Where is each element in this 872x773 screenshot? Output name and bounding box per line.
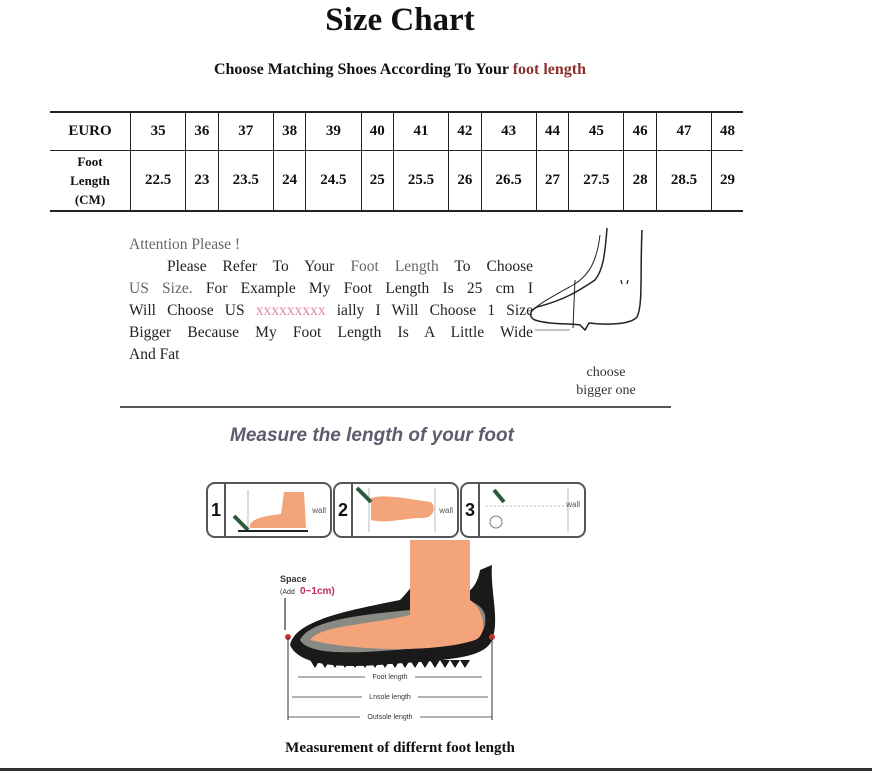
subtitle-highlight: foot length xyxy=(512,61,587,78)
header-line: Length xyxy=(70,173,110,188)
space-add-label: (Add xyxy=(280,589,295,596)
step-number: 3 xyxy=(462,484,480,536)
euro-size-cell: 42 xyxy=(448,112,482,151)
note-text: To Choose xyxy=(438,258,534,275)
foot-side-icon xyxy=(232,490,308,532)
euro-row: EURO 35 36 37 38 39 40 41 42 43 44 45 46 47 48 xyxy=(50,112,743,151)
foot-measurement-diagram: Space (Add 0~1cm) Foot length Lnsole len… xyxy=(280,540,496,721)
euro-size-cell: 45 xyxy=(568,112,625,151)
step-3: 3 wall xyxy=(460,482,586,538)
euro-size-cell: 40 xyxy=(361,112,394,151)
foot-length-cell: 27.5 xyxy=(568,150,625,211)
foot-length-row: Foot Length (CM) 22.5 23 23.5 24 24.5 25 25.5 2… xyxy=(50,150,743,211)
wall-label: wall xyxy=(566,500,580,509)
note-text: For Example My Foot Length Is 25 cm I xyxy=(192,280,533,297)
foot-length-cell: 28.5 xyxy=(656,150,713,211)
bottom-border xyxy=(0,768,872,771)
euro-size-cell: 47 xyxy=(656,112,713,151)
note-text: Bigger Because My Foot Length Is A Littl… xyxy=(129,324,533,341)
note-text: Please Refer To Your xyxy=(167,258,351,275)
euro-size-cell: 37 xyxy=(218,112,274,151)
insole-length-label: Lnsole length xyxy=(369,694,411,701)
step-2: 2 wall xyxy=(333,482,459,538)
outsole-length-label: Outsole length xyxy=(367,714,412,721)
ruler-icon xyxy=(486,488,569,532)
foot-length-cell: 23 xyxy=(185,150,219,211)
foot-length-cell: 25.5 xyxy=(393,150,450,211)
foot-length-cell: 26.5 xyxy=(481,150,537,211)
divider xyxy=(120,406,671,408)
foot-length-cell: 22.5 xyxy=(130,150,187,211)
euro-size-cell: 36 xyxy=(185,112,219,151)
euro-size-cell: 35 xyxy=(130,112,187,151)
euro-size-cell: 39 xyxy=(305,112,362,151)
foot-length-cell: 25 xyxy=(361,150,394,211)
euro-header: EURO xyxy=(50,112,131,151)
euro-size-cell: 41 xyxy=(393,112,450,151)
foot-icon xyxy=(310,540,484,649)
label-line: bigger one xyxy=(576,383,636,398)
foot-length-cell: 27 xyxy=(536,150,570,211)
foot-length-header: Foot Length (CM) xyxy=(50,150,131,211)
size-table: EURO 35 36 37 38 39 40 41 42 43 44 45 46 47 48 Foot L… xyxy=(50,111,743,212)
note-text: And Fat xyxy=(129,346,180,363)
attention-note: Attention Please ! Please Refer To Your … xyxy=(129,234,533,366)
foot-length-cell: 29 xyxy=(720,172,736,188)
foot-sketch-icon xyxy=(529,227,643,332)
euro-size-cell: 46 xyxy=(623,112,657,151)
step-1: 1 wall xyxy=(206,482,332,538)
foot-length-cell: 26 xyxy=(448,150,482,211)
foot-top-icon xyxy=(355,486,436,532)
header-line: Foot xyxy=(77,154,103,169)
page-title: Size Chart xyxy=(325,2,475,38)
note-text: Foot Length xyxy=(350,258,439,275)
euro-size-cell: 43 xyxy=(481,112,537,151)
choose-bigger-label: choose bigger one xyxy=(566,364,646,400)
note-redacted: xxxxxxxxx xyxy=(255,302,326,319)
note-heading: Attention Please ! xyxy=(129,236,241,253)
measure-heading: Measure the length of your foot xyxy=(230,425,514,446)
euro-size-cell: 38 xyxy=(273,112,307,151)
wall-label: wall xyxy=(439,506,453,515)
foot-length-label: Foot length xyxy=(372,674,407,681)
note-text: ially I Will Choose 1 Size xyxy=(325,302,533,319)
diagram-caption: Measurement of differnt foot length xyxy=(285,740,515,756)
step-number: 2 xyxy=(335,484,353,536)
space-range-label: 0~1cm) xyxy=(300,586,335,597)
foot-length-cell: 24.5 xyxy=(305,150,362,211)
foot-length-cell: 23.5 xyxy=(218,150,274,211)
note-text: Will Choose US xyxy=(129,302,256,319)
euro-size-cell: 48 xyxy=(711,112,743,151)
label-line: choose xyxy=(586,365,626,380)
subtitle-text: Choose Matching Shoes According To Your xyxy=(213,61,513,78)
header-line: (CM) xyxy=(74,192,106,207)
step-number: 1 xyxy=(208,484,226,536)
euro-size-cell: 44 xyxy=(536,112,570,151)
space-label: Space xyxy=(280,574,307,584)
subtitle: Choose Matching Shoes According To Your … xyxy=(0,61,800,79)
note-text: US Size. xyxy=(129,280,193,297)
wall-label: wall xyxy=(312,506,326,515)
foot-length-cell: 24 xyxy=(273,150,307,211)
foot-length-cell: 28 xyxy=(623,150,657,211)
